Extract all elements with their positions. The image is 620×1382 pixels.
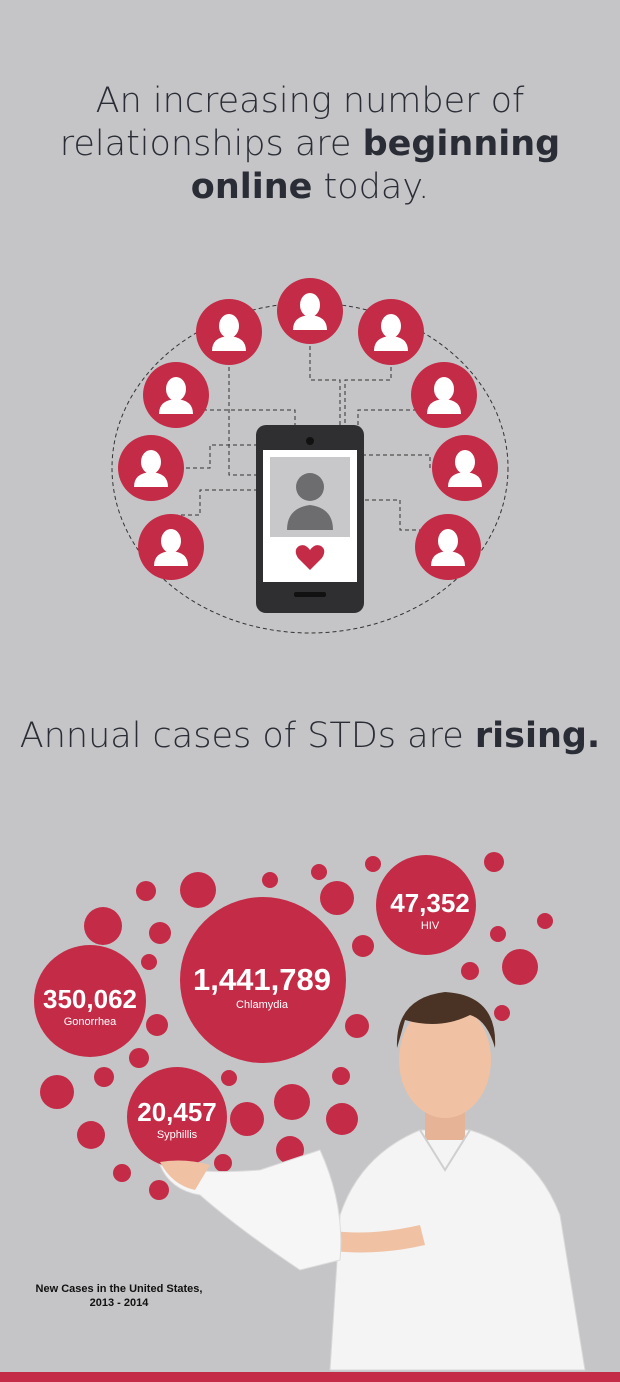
- stat-name: Syphillis: [156, 1129, 198, 1141]
- chart-caption: New Cases in the United States, 2013 - 2…: [35, 1283, 203, 1309]
- decorative-bubble: [141, 954, 157, 970]
- headline-emphasis-beginning: beginning: [362, 124, 561, 164]
- user-avatar-icon: [138, 514, 204, 580]
- decorative-bubble: [94, 1067, 114, 1087]
- decorative-bubble: [490, 926, 506, 942]
- decorative-bubble: [146, 1014, 168, 1036]
- decorative-bubble: [129, 1048, 149, 1068]
- network-graphic: [111, 302, 509, 634]
- headline-text: An increasing number of relationships ar…: [59, 81, 525, 164]
- bubble-label-hiv: 47,352 HIV: [375, 888, 485, 932]
- decorative-bubble: [461, 962, 479, 980]
- decorative-bubble: [221, 1070, 237, 1086]
- stat-name: HIV: [420, 920, 440, 932]
- decorative-bubble: [230, 1102, 264, 1136]
- user-avatar-icon: [411, 362, 477, 428]
- decorative-bubble: [149, 922, 171, 944]
- decorative-bubble: [502, 949, 538, 985]
- stat-value: 1,441,789: [193, 962, 331, 997]
- decorative-bubble: [332, 1067, 350, 1085]
- stat-name: Chlamydia: [236, 999, 288, 1011]
- decorative-bubble: [326, 1103, 358, 1135]
- bubble-label-syphilis: 20,457 Syphillis: [127, 1097, 227, 1141]
- bubble-label-chlamydia: 1,441,789 Chlamydia: [182, 962, 342, 1011]
- user-avatar-icon: [432, 435, 498, 501]
- stat-value: 47,352: [390, 888, 470, 918]
- decorative-bubble: [149, 1180, 169, 1200]
- stat-bubble-gonorrhea: [34, 945, 146, 1057]
- stat-value: 20,457: [137, 1097, 217, 1127]
- decorative-bubble: [352, 935, 374, 957]
- headline-emphasis-rising: rising.: [474, 716, 601, 756]
- stat-bubble-syphilis: [127, 1067, 227, 1167]
- decorative-bubble: [113, 1164, 131, 1182]
- stat-bubble-chlamydia: [180, 897, 346, 1063]
- heart-icon: [295, 545, 325, 570]
- decorative-bubble: [276, 1136, 304, 1164]
- smartphone: [256, 425, 364, 613]
- headline-online-relationships: An increasing number of relationships ar…: [0, 80, 620, 209]
- user-avatar-icon: [118, 435, 184, 501]
- decorative-bubble: [84, 907, 122, 945]
- stat-value: 350,062: [43, 984, 137, 1014]
- decorative-bubble: [311, 864, 327, 880]
- avatar-layer: [118, 278, 498, 580]
- bubble-label-gonorrhea: 350,062 Gonorrhea: [35, 984, 145, 1028]
- decorative-bubble: [484, 852, 504, 872]
- decorative-bubble: [180, 872, 216, 908]
- headline-emphasis-online: online: [190, 167, 313, 207]
- bottom-accent-bar: [0, 1372, 620, 1382]
- decorative-bubble: [262, 872, 278, 888]
- stat-bubble-hiv: [376, 855, 476, 955]
- decorative-bubble: [274, 1084, 310, 1120]
- decorative-bubble: [320, 881, 354, 915]
- headline-std-rising: Annual cases of STDs are rising.: [0, 715, 620, 758]
- decorative-bubble: [77, 1121, 105, 1149]
- decorative-bubble: [40, 1075, 74, 1109]
- decorative-bubble: [345, 1014, 369, 1038]
- man-image: [159, 992, 586, 1371]
- user-avatar-icon: [415, 514, 481, 580]
- decorative-bubble: [494, 1005, 510, 1021]
- user-avatar-icon: [143, 362, 209, 428]
- decorative-bubble: [365, 856, 381, 872]
- headline-text: Annual cases of STDs are: [19, 716, 475, 756]
- user-avatar-icon: [358, 299, 424, 365]
- decorative-bubble: [537, 913, 553, 929]
- decorative-bubble: [136, 881, 156, 901]
- decorative-bubble: [214, 1154, 232, 1172]
- user-avatar-icon: [277, 278, 343, 344]
- headline-text-end: today.: [312, 167, 430, 207]
- user-avatar-icon: [196, 299, 262, 365]
- stat-name: Gonorrhea: [63, 1016, 117, 1028]
